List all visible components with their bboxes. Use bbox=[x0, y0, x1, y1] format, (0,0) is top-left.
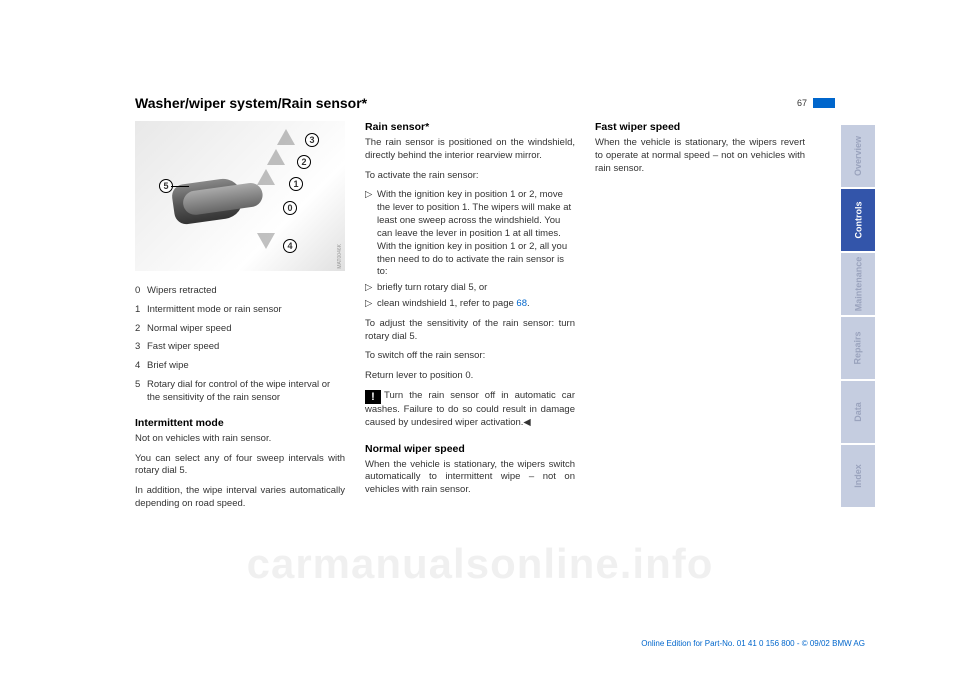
tab-data[interactable]: Data bbox=[841, 381, 875, 443]
paragraph: The rain sensor is positioned on the win… bbox=[365, 137, 575, 163]
legend-num: 0 bbox=[135, 285, 147, 298]
column-1: 3 2 1 0 4 5 MAT0046K 0Wipers retracted 1… bbox=[135, 121, 345, 518]
arrow-up-icon bbox=[277, 129, 295, 145]
callout-3: 3 bbox=[305, 133, 319, 147]
arrow-up-icon bbox=[267, 149, 285, 165]
side-tabs: Overview Controls Maintenance Repairs Da… bbox=[841, 125, 875, 635]
arrow-up-icon bbox=[257, 169, 275, 185]
arrow-down-icon bbox=[257, 233, 275, 249]
paragraph: In addition, the wipe interval varies au… bbox=[135, 485, 345, 511]
bullet-text: clean windshield 1, refer to page 68. bbox=[377, 298, 530, 311]
footer-text: Online Edition for Part-No. 01 41 0 156 … bbox=[641, 639, 865, 648]
bullet-item: ▷clean windshield 1, refer to page 68. bbox=[365, 298, 575, 311]
heading-normal-speed: Normal wiper speed bbox=[365, 443, 575, 455]
heading-intermittent: Intermittent mode bbox=[135, 417, 345, 429]
warning-icon: ! bbox=[365, 390, 381, 404]
tab-label: Overview bbox=[853, 136, 863, 176]
legend-text: Fast wiper speed bbox=[147, 341, 219, 354]
title-row: Washer/wiper system/Rain sensor* 67 bbox=[135, 95, 835, 111]
bullet-item: ▷briefly turn rotary dial 5, or bbox=[365, 282, 575, 295]
bullet-item: ▷With the ignition key in position 1 or … bbox=[365, 189, 575, 279]
tab-maintenance[interactable]: Maintenance bbox=[841, 253, 875, 315]
paragraph: When the vehicle is stationary, the wipe… bbox=[595, 137, 805, 175]
legend-num: 2 bbox=[135, 323, 147, 336]
paragraph: To activate the rain sensor: bbox=[365, 170, 575, 183]
page-link-68[interactable]: 68 bbox=[516, 298, 527, 309]
legend-text: Normal wiper speed bbox=[147, 323, 231, 336]
paragraph: When the vehicle is stationary, the wipe… bbox=[365, 459, 575, 497]
tab-label: Maintenance bbox=[853, 257, 863, 312]
legend-item: 4Brief wipe bbox=[135, 360, 345, 373]
paragraph: You can select any of four sweep interva… bbox=[135, 453, 345, 479]
page-number-block bbox=[813, 98, 835, 108]
legend-num: 5 bbox=[135, 379, 147, 405]
legend-text: Wipers retracted bbox=[147, 285, 217, 298]
bullet-text: With the ignition key in position 1 or 2… bbox=[377, 189, 575, 279]
page-title: Washer/wiper system/Rain sensor* bbox=[135, 95, 797, 111]
warning-block: !Turn the rain sensor off in automatic c… bbox=[365, 390, 575, 430]
legend-item: 1Intermittent mode or rain sensor bbox=[135, 304, 345, 317]
legend-num: 1 bbox=[135, 304, 147, 317]
column-2: Rain sensor* The rain sensor is position… bbox=[365, 121, 575, 518]
wiper-stalk-diagram: 3 2 1 0 4 5 MAT0046K bbox=[135, 121, 345, 271]
heading-rain-sensor: Rain sensor* bbox=[365, 121, 575, 133]
tab-label: Controls bbox=[853, 202, 863, 239]
column-3: Fast wiper speed When the vehicle is sta… bbox=[595, 121, 805, 518]
tab-label: Index bbox=[853, 464, 863, 488]
legend-text: Rotary dial for control of the wipe inte… bbox=[147, 379, 345, 405]
columns: 3 2 1 0 4 5 MAT0046K 0Wipers retracted 1… bbox=[135, 121, 835, 518]
diagram-credit: MAT0046K bbox=[337, 244, 343, 269]
manual-page: Washer/wiper system/Rain sensor* 67 3 2 … bbox=[135, 95, 875, 635]
callout-2: 2 bbox=[297, 155, 311, 169]
legend-item: 5Rotary dial for control of the wipe int… bbox=[135, 379, 345, 405]
paragraph: To switch off the rain sensor: bbox=[365, 350, 575, 363]
tab-overview[interactable]: Overview bbox=[841, 125, 875, 187]
content-area: Washer/wiper system/Rain sensor* 67 3 2 … bbox=[135, 95, 835, 635]
page-number: 67 bbox=[797, 98, 807, 108]
legend-item: 0Wipers retracted bbox=[135, 285, 345, 298]
bullet-icon: ▷ bbox=[365, 189, 377, 279]
stalk-shape bbox=[171, 176, 246, 225]
warning-text: Turn the rain sensor off in automatic ca… bbox=[365, 390, 575, 428]
heading-fast-speed: Fast wiper speed bbox=[595, 121, 805, 133]
bullet-text: briefly turn rotary dial 5, or bbox=[377, 282, 487, 295]
legend-text: Intermittent mode or rain sensor bbox=[147, 304, 282, 317]
text-fragment: clean windshield 1, refer to page bbox=[377, 298, 516, 309]
callout-4: 4 bbox=[283, 239, 297, 253]
text-fragment: . bbox=[527, 298, 530, 309]
bullet-icon: ▷ bbox=[365, 298, 377, 311]
legend-num: 4 bbox=[135, 360, 147, 373]
tab-controls[interactable]: Controls bbox=[841, 189, 875, 251]
bullet-icon: ▷ bbox=[365, 282, 377, 295]
callout-1: 1 bbox=[289, 177, 303, 191]
tab-label: Data bbox=[853, 402, 863, 422]
legend-num: 3 bbox=[135, 341, 147, 354]
callout-0: 0 bbox=[283, 201, 297, 215]
legend-item: 3Fast wiper speed bbox=[135, 341, 345, 354]
callout-line bbox=[171, 186, 189, 187]
paragraph: Not on vehicles with rain sensor. bbox=[135, 433, 345, 446]
paragraph: Return lever to position 0. bbox=[365, 370, 575, 383]
tab-index[interactable]: Index bbox=[841, 445, 875, 507]
legend-item: 2Normal wiper speed bbox=[135, 323, 345, 336]
legend-text: Brief wipe bbox=[147, 360, 189, 373]
tab-repairs[interactable]: Repairs bbox=[841, 317, 875, 379]
tab-label: Repairs bbox=[853, 331, 863, 364]
paragraph: To adjust the sensitivity of the rain se… bbox=[365, 318, 575, 344]
